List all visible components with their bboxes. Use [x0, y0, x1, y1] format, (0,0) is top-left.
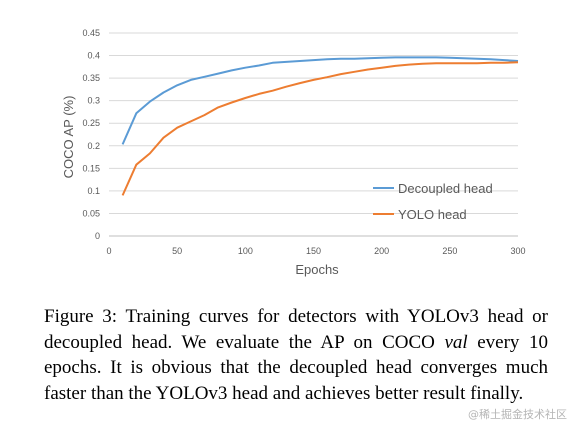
y-tick-label: 0 — [95, 231, 100, 241]
x-tick-label: 150 — [306, 246, 321, 256]
ap-training-chart: 0 0.05 0.1 0.15 0.2 0.25 0.3 0.35 0.4 0.45 0 50 100… — [61, 28, 526, 277]
gridlines — [109, 32, 518, 237]
series-lines — [121, 56, 519, 196]
x-tick-label: 250 — [442, 246, 457, 256]
y-tick-label: 0.05 — [82, 208, 100, 218]
x-tick-label: 50 — [172, 246, 182, 256]
watermark: @稀土掘金技术社区 — [468, 408, 567, 421]
y-tick-label: 0.2 — [87, 141, 100, 151]
y-axis-title: COCO AP (%) — [61, 96, 76, 179]
legend-label-yolo-head: YOLO head — [398, 207, 467, 222]
caption-text-start: Figure 3: Training curves for detectors … — [44, 306, 548, 353]
series-line-decoupled-head — [121, 56, 519, 145]
y-tick-label: 0.15 — [82, 163, 100, 173]
x-tick-label: 200 — [374, 246, 389, 256]
legend-label-decoupled-head: Decoupled head — [398, 181, 493, 196]
x-tick-label: 100 — [238, 246, 253, 256]
series-line-yolo-head — [121, 61, 519, 196]
y-tick-label: 0.25 — [82, 118, 100, 128]
legend: Decoupled head YOLO head — [373, 181, 493, 222]
y-tick-label: 0.4 — [87, 51, 100, 61]
y-tick-label: 0.45 — [82, 28, 100, 38]
y-axis-ticks: 0 0.05 0.1 0.15 0.2 0.25 0.3 0.35 0.4 0.45 — [82, 28, 100, 241]
y-tick-label: 0.3 — [87, 96, 100, 106]
y-tick-label: 0.1 — [87, 186, 100, 196]
caption-italic-val: val — [444, 331, 468, 353]
y-tick-label: 0.35 — [82, 73, 100, 83]
x-axis-ticks: 0 50 100 150 200 250 300 — [106, 246, 525, 256]
x-axis-title: Epochs — [295, 262, 339, 277]
x-tick-label: 0 — [106, 246, 111, 256]
caption-text-end: every 10 epochs. It is obvious that the … — [44, 331, 548, 404]
figure-caption: Figure 3: Training curves for detectors … — [44, 304, 548, 406]
x-tick-label: 300 — [510, 246, 525, 256]
